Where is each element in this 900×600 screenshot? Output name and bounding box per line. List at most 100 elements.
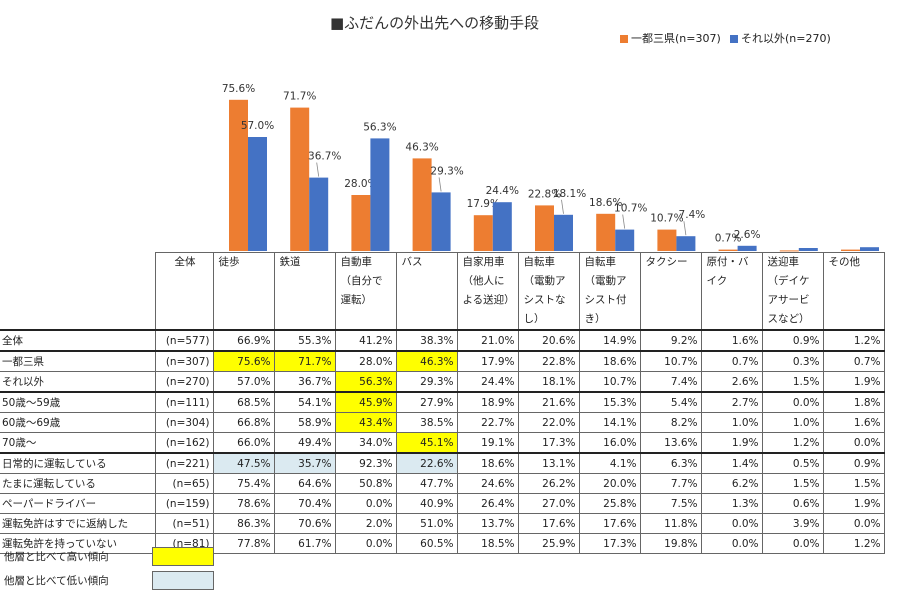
legend-note-high: 他層と比べて高い傾向 <box>4 551 109 563</box>
table-cell: 66.8% <box>212 412 275 433</box>
row-label: 運転免許はすでに返納した <box>0 513 156 534</box>
table-cell: 20.6% <box>517 329 580 352</box>
table-cell: 0.0% <box>822 513 885 534</box>
table-cell: 45.9% <box>334 391 397 413</box>
table-cell: 18.6% <box>456 452 519 474</box>
table-row: それ以外 (n=270) 57.0% 36.7% 56.3% 29.3% 24.4% 18.1… <box>0 371 885 393</box>
table-cell: 1.8% <box>822 391 885 413</box>
table-cell: 68.5% <box>212 391 275 413</box>
table-cell: 1.2% <box>822 533 885 554</box>
table-cell: 78.6% <box>212 493 275 514</box>
bar-tokyo-area <box>412 158 432 251</box>
table-cell: 86.3% <box>212 513 275 534</box>
data-label: 75.6% <box>222 83 255 95</box>
table-cell: 60.5% <box>395 533 458 554</box>
table-cell: 19.1% <box>456 432 519 454</box>
bar-other <box>615 229 635 251</box>
table-cell: 1.2% <box>822 329 885 352</box>
table-row: たまに運転している (n=65) 75.4% 64.6% 50.8% 47.7% 24.6%… <box>0 473 885 494</box>
table-cell: 43.4% <box>334 412 397 433</box>
data-label: 22.8% <box>528 188 561 200</box>
table-cell: 25.9% <box>517 533 580 554</box>
leader-line <box>561 199 564 214</box>
table-cell: 0.3% <box>761 350 824 372</box>
table-cell: 75.6% <box>212 350 275 372</box>
row-label: 70歳～ <box>0 432 156 454</box>
table-cell: 28.0% <box>334 350 397 372</box>
table-cell: 92.3% <box>334 452 397 474</box>
table-cell: 64.6% <box>273 473 336 494</box>
table-cell: 55.3% <box>273 329 336 352</box>
table-cell: 1.9% <box>822 371 885 393</box>
row-label: それ以外 <box>0 371 156 393</box>
header-cell: バス <box>395 252 458 331</box>
table-cell: 24.6% <box>456 473 519 494</box>
table-cell: 10.7% <box>578 371 641 393</box>
table-cell: 13.6% <box>639 432 702 454</box>
table-cell: 0.0% <box>700 513 763 534</box>
table-cell: 8.2% <box>639 412 702 433</box>
bar-tokyo-area <box>351 195 371 251</box>
bar-other <box>860 247 879 251</box>
table-cell: 3.9% <box>761 513 824 534</box>
bar-other <box>554 214 573 251</box>
row-n: (n=65) <box>154 473 214 494</box>
header-cell: 自転車（電動アシストなし） <box>517 252 580 331</box>
row-n: (n=159) <box>154 493 214 514</box>
table-cell: 50.8% <box>334 473 397 494</box>
table-cell: 22.8% <box>517 350 580 372</box>
table-cell: 13.1% <box>517 452 580 474</box>
data-label: 24.4% <box>486 185 519 197</box>
table-cell: 47.5% <box>212 452 275 474</box>
row-n: (n=270) <box>154 371 214 393</box>
table-row: 日常的に運転している (n=221) 47.5% 35.7% 92.3% 22.6% 18.… <box>0 452 885 474</box>
table-cell: 1.9% <box>822 493 885 514</box>
table-cell: 18.6% <box>578 350 641 372</box>
header-cell: 送迎車（デイケアサービスなど） <box>761 252 824 331</box>
legend-item-other: それ以外(n=270) <box>730 30 831 46</box>
table-cell: 2.0% <box>334 513 397 534</box>
legend-label-other: それ以外(n=270) <box>741 32 831 45</box>
table-cell: 13.7% <box>456 513 519 534</box>
bar-tokyo-area <box>229 99 248 251</box>
table-cell: 0.7% <box>822 350 885 372</box>
legend-label-tokyo-area: 一都三県(n=307) <box>631 32 721 45</box>
table-cell: 17.9% <box>456 350 519 372</box>
table-cell: 17.3% <box>578 533 641 554</box>
bar-other <box>309 177 329 251</box>
table-cell: 1.9% <box>700 432 763 454</box>
table-cell: 1.5% <box>761 371 824 393</box>
table-cell: 61.7% <box>273 533 336 554</box>
legend-swatch-orange <box>620 35 628 43</box>
table-cell: 70.4% <box>273 493 336 514</box>
table-cell: 66.9% <box>212 329 275 352</box>
bar-tokyo-area <box>596 213 616 251</box>
table-cell: 17.3% <box>517 432 580 454</box>
data-label: 57.0% <box>241 120 274 132</box>
bar-chart: 75.6% 57.0% 71.7% 36.7% 28.0% 56.3% 46.3% 29.3%… <box>222 83 879 252</box>
table-cell: 18.9% <box>456 391 519 413</box>
chart-title: ■ふだんの外出先への移動手段 <box>330 14 540 32</box>
table-row: 運転免許はすでに返納した (n=51) 86.3% 70.6% 2.0% 51.0% 13.… <box>0 513 885 534</box>
table-cell: 38.3% <box>395 329 458 352</box>
row-n: (n=304) <box>154 412 214 433</box>
data-table: 全体 徒歩 鉄道 自動車（自分で運転） バス 自家用車（他人による送迎） 自転車（電動アシス… <box>0 252 885 554</box>
table-cell: 0.0% <box>761 391 824 413</box>
table-cell: 40.9% <box>395 493 458 514</box>
table-cell: 16.0% <box>578 432 641 454</box>
table-cell: 21.0% <box>456 329 519 352</box>
table-cell: 27.0% <box>517 493 580 514</box>
table-cell: 1.2% <box>761 432 824 454</box>
table-cell: 7.5% <box>639 493 702 514</box>
table-cell: 19.8% <box>639 533 702 554</box>
header-blank <box>0 253 155 331</box>
table-cell: 26.2% <box>517 473 580 494</box>
row-label: 60歳～69歳 <box>0 412 156 433</box>
table-cell: 58.9% <box>273 412 336 433</box>
header-cell: その他 <box>822 252 885 331</box>
bar-other <box>248 137 267 251</box>
data-label: 10.7% <box>650 213 683 225</box>
table-cell: 2.7% <box>700 391 763 413</box>
data-label: 36.7% <box>308 151 341 163</box>
table-cell: 5.4% <box>639 391 702 413</box>
